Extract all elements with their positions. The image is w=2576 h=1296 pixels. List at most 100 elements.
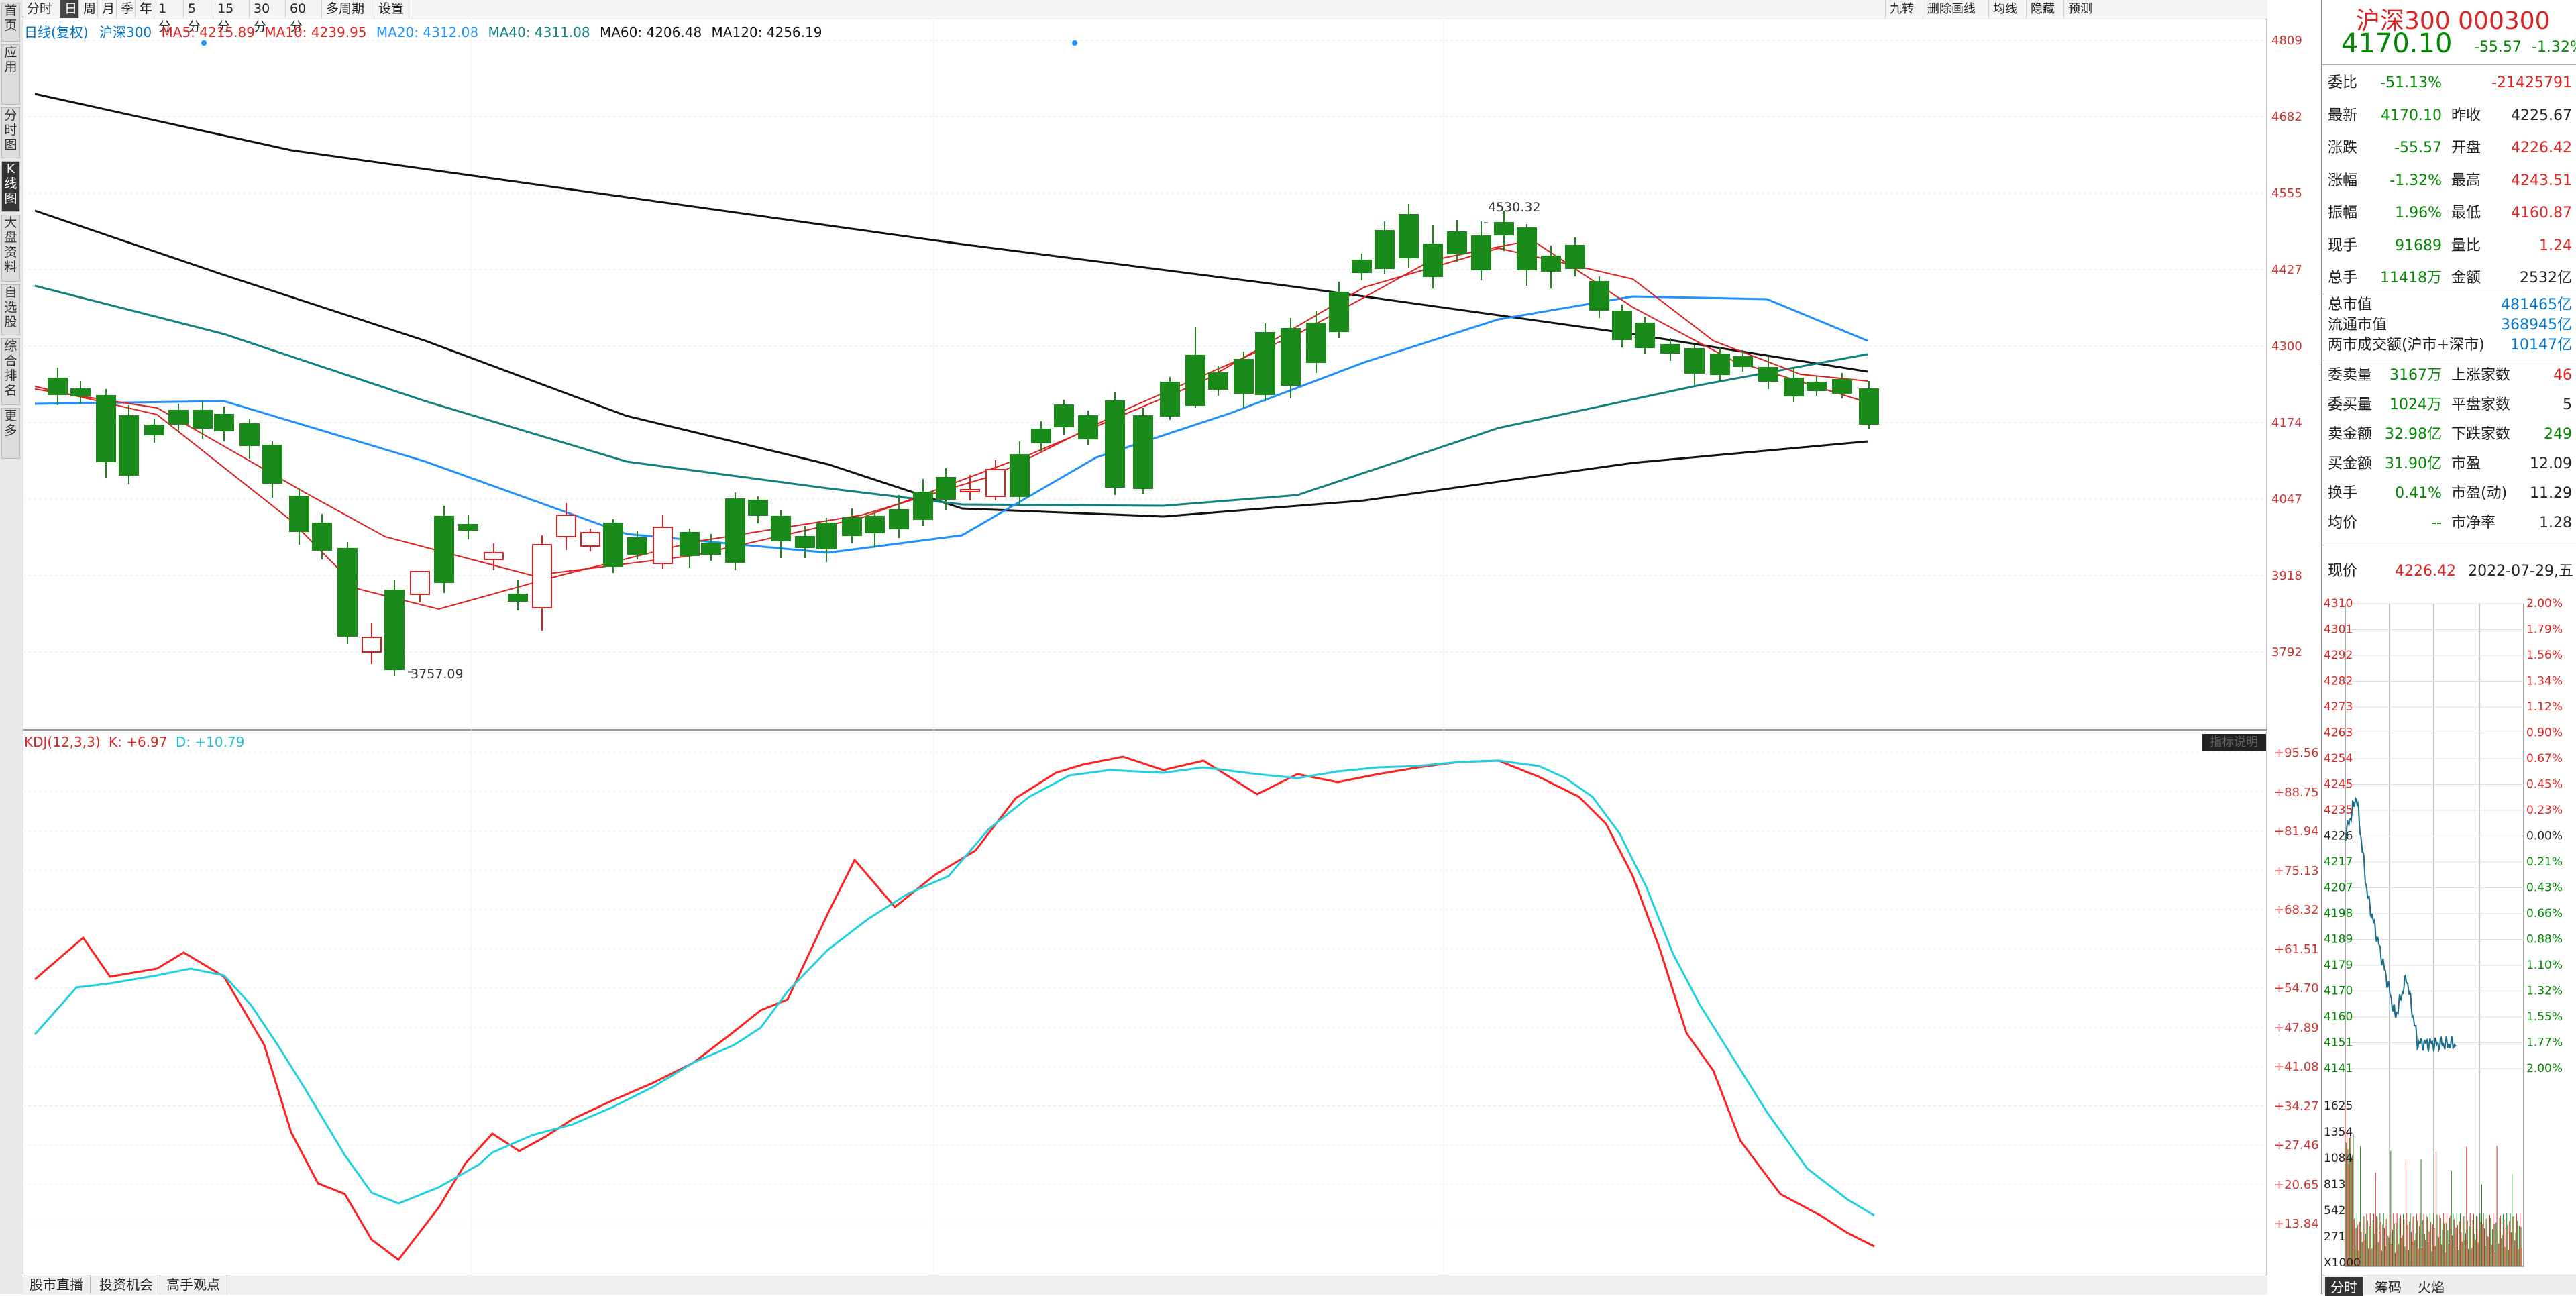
tool-hide[interactable]: 隐藏	[2026, 0, 2059, 18]
mini-vol-tick: X1000	[2324, 1256, 2361, 1270]
period-3[interactable]: 月	[98, 0, 117, 18]
candle-body	[1031, 429, 1051, 443]
mini-tab-chips[interactable]: 筹码	[2375, 1279, 2402, 1295]
quote-l1: 振幅	[2328, 205, 2358, 221]
period-5[interactable]: 年	[136, 0, 154, 18]
mini-tick-left: 4141	[2324, 1062, 2353, 1075]
tool-nine-turn[interactable]: 九转	[1885, 0, 1918, 18]
expert-button[interactable]: 高手观点	[160, 1275, 227, 1294]
candle	[1208, 366, 1228, 396]
marker-dot	[1072, 40, 1077, 46]
quote-l1: 涨幅	[2328, 172, 2358, 189]
period-4[interactable]: 季	[117, 0, 136, 18]
candle	[410, 571, 430, 602]
kdj-d: D: +10.79	[175, 734, 245, 750]
period-1[interactable]: 日	[60, 0, 79, 18]
kdj-tick: +95.56	[2274, 746, 2319, 760]
kline-chart[interactable]	[23, 19, 2267, 1275]
kdj-tick: +68.32	[2274, 903, 2319, 917]
candle-body	[1329, 292, 1349, 332]
quote-row: 振幅 1.96% 最低 4160.87	[2325, 197, 2575, 230]
candle-body	[214, 414, 234, 431]
mini-timeshare-chart[interactable]: 4310 4301 4292 4282 4273 4263 4254 4245 4235 4226…	[2322, 596, 2576, 1275]
ma120-line	[34, 93, 1868, 373]
candle	[1234, 352, 1254, 408]
candle-body	[1255, 332, 1275, 395]
mini-tick-right: 0.88%	[2526, 933, 2563, 947]
kdj-tick: +75.13	[2274, 863, 2319, 878]
period-9[interactable]: 30分	[250, 0, 286, 34]
candle-body	[1447, 231, 1467, 254]
period-8[interactable]: 15分	[213, 0, 250, 34]
mini-tabs: 分时 筹码 火焰	[2322, 1275, 2576, 1296]
kdj-tick: +41.08	[2274, 1060, 2319, 1074]
mini-tick-left: 4151	[2324, 1036, 2353, 1050]
rail-market-info[interactable]: 大盘资料	[1, 215, 20, 282]
rail-home[interactable]: 首页	[1, 3, 20, 42]
price-tick: 4300	[2271, 339, 2302, 354]
ma60-line	[34, 209, 1868, 518]
candle-body	[603, 523, 623, 567]
candle-body	[1784, 378, 1804, 396]
period-12[interactable]: 设置	[374, 0, 409, 18]
candle-body	[1589, 281, 1609, 311]
price-tick: 4809	[2271, 34, 2302, 48]
rail-timeshare[interactable]: 分时图	[1, 107, 20, 158]
ma5-value: MA5: 4215.89	[161, 24, 255, 40]
candle-body	[434, 516, 454, 583]
candle	[384, 580, 405, 676]
quote-row: 两市成交额(沪市+深市) 10147亿	[2325, 335, 2575, 356]
mini-vol-tick: 1354	[2324, 1126, 2353, 1139]
candle-body	[484, 552, 504, 560]
quote-l1: 总市值	[2328, 296, 2373, 313]
candle	[1031, 421, 1051, 451]
quote-l1: 卖金额	[2328, 426, 2373, 443]
tool-ma[interactable]: 均线	[1988, 0, 2021, 18]
quote-l2: 最高	[2451, 172, 2481, 189]
period-10[interactable]: 60分	[286, 0, 322, 34]
rail-watchlist[interactable]: 自选股	[1, 284, 20, 335]
period-6[interactable]: 1分	[154, 0, 184, 34]
candle	[1160, 377, 1180, 420]
candle-body	[795, 536, 815, 548]
kdj-name: KDJ(12,3,3)	[24, 734, 101, 750]
mini-tick-left: 4189	[2324, 933, 2353, 947]
current-price-row: 现价 4226.42 2022-07-29,五	[2325, 557, 2575, 586]
quote-v2: 4226.42	[2511, 140, 2572, 156]
candle	[458, 515, 478, 539]
price-tick: 4682	[2271, 110, 2302, 124]
mini-tick-left: 4179	[2324, 959, 2353, 972]
quote-v2: 249	[2544, 426, 2572, 443]
tool-delete-drawings[interactable]: 删除画线	[1923, 0, 1980, 18]
mini-tab-timeshare[interactable]: 分时	[2325, 1277, 2363, 1296]
opportunity-button[interactable]: 投资机会	[93, 1275, 160, 1294]
candle	[1733, 350, 1753, 372]
live-button[interactable]: 股市直播	[23, 1275, 91, 1294]
candle	[1133, 408, 1153, 494]
mini-tick-right: 1.56%	[2526, 649, 2563, 662]
candle-body	[48, 378, 68, 395]
rail-kline[interactable]: K线图	[1, 161, 20, 212]
period-2[interactable]: 周	[79, 0, 98, 18]
period-7[interactable]: 5分	[184, 0, 213, 34]
mini-tick-left: 4170	[2324, 985, 2353, 998]
candle-body	[1306, 323, 1326, 363]
mini-tick-right: 1.79%	[2526, 623, 2563, 637]
indicator-help-button[interactable]: 指标说明	[2202, 734, 2266, 751]
candle	[842, 508, 862, 543]
candle	[603, 519, 623, 573]
quote-v1: --	[2431, 515, 2442, 531]
candle	[889, 495, 909, 538]
rail-more[interactable]: 更多	[1, 408, 20, 459]
candle-body	[627, 537, 647, 555]
price-tick: 4555	[2271, 186, 2302, 201]
rail-apps[interactable]: 应用	[1, 44, 20, 105]
quote-v1: -51.13%	[2380, 74, 2442, 91]
ma40-value: MA40: 4311.08	[488, 24, 590, 40]
tool-forecast[interactable]: 预测	[2063, 0, 2096, 18]
period-0[interactable]: 分时	[23, 0, 60, 18]
candle-body	[119, 415, 139, 476]
mini-tab-flame[interactable]: 火焰	[2418, 1279, 2445, 1295]
rail-ranking[interactable]: 综合排名	[1, 338, 20, 405]
period-11[interactable]: 多周期	[322, 0, 374, 18]
